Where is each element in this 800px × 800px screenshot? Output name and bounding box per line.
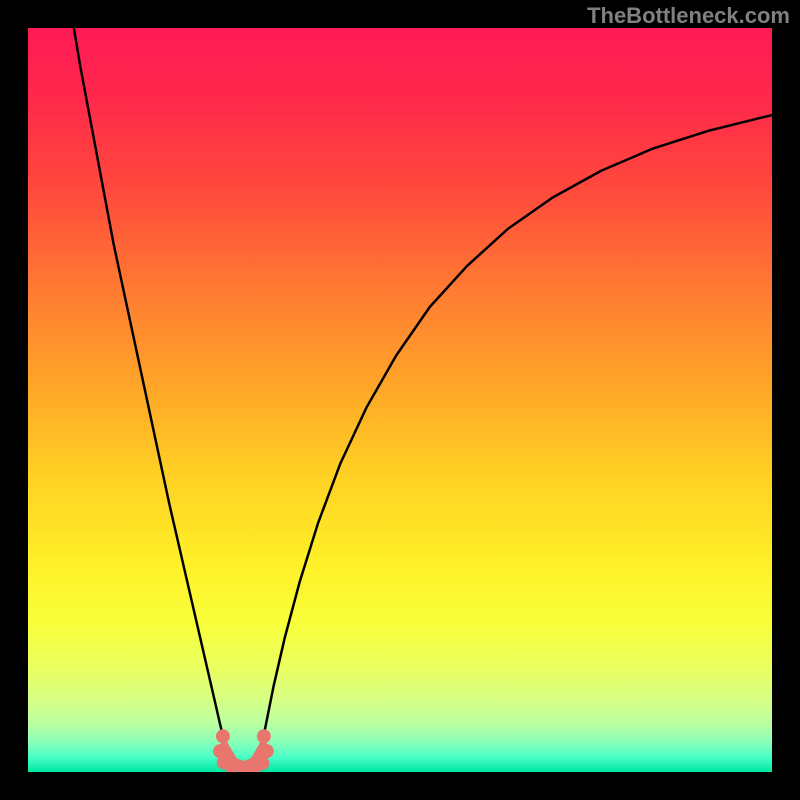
watermark-text: TheBottleneck.com [587, 3, 790, 29]
series-valley-dots-marker [260, 744, 274, 758]
series-valley-dots-marker [216, 729, 230, 743]
series-valley-dots-marker [257, 729, 271, 743]
plot-svg [28, 28, 772, 772]
series-right-curve [262, 115, 772, 742]
plot-area [28, 28, 772, 772]
series-left-curve [73, 28, 225, 742]
series-valley-dots-marker [255, 756, 269, 770]
